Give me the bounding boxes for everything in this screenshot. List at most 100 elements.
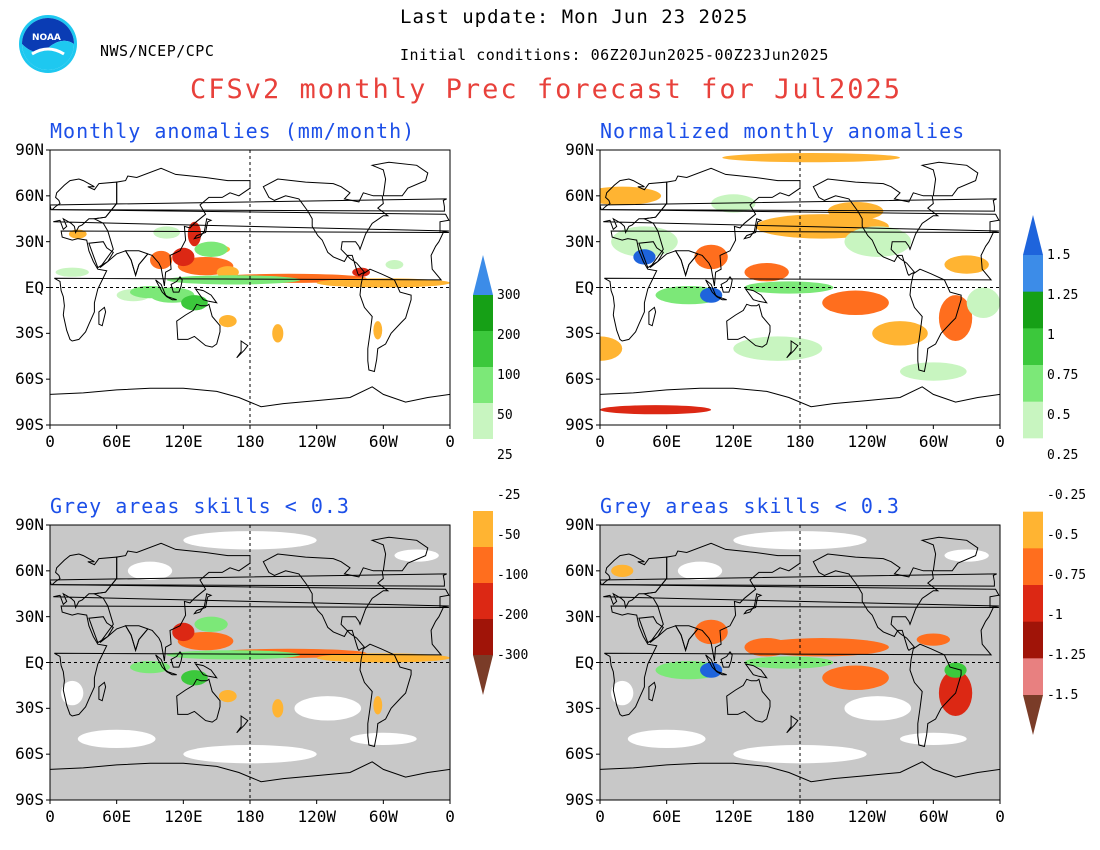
- coastline-new_zealand: [786, 715, 799, 734]
- anomaly-patch: [827, 201, 884, 221]
- lon-tick-label: 60E: [652, 432, 682, 451]
- colorbar-swatch: [1023, 548, 1043, 586]
- lon-tick-label: 180: [235, 807, 265, 826]
- colorbar-swatch: [473, 439, 493, 476]
- coastline-japan: [743, 593, 763, 615]
- anomaly-patch: [733, 336, 823, 361]
- anomaly-patch: [55, 267, 89, 277]
- lat-tick-label: 60N: [15, 185, 44, 205]
- coastline-asia: [92, 542, 251, 662]
- mask-gap: [677, 561, 723, 580]
- anomaly-patch: [938, 295, 973, 341]
- lon-tick-label: 0: [995, 807, 1005, 826]
- coastline-uk: [50, 573, 447, 587]
- coastline-new_zealand: [236, 715, 249, 734]
- coastline-antarctica: [50, 761, 450, 800]
- lon-tick-label: 120E: [714, 807, 753, 826]
- colorbar-top-arrow: [473, 255, 493, 295]
- lon-tick-label: 180: [785, 807, 815, 826]
- anomaly-patch: [216, 266, 239, 279]
- coastline-africa: [604, 605, 999, 717]
- mask-gap: [733, 531, 867, 550]
- mask-gap: [61, 680, 84, 706]
- lon-tick-label: 60E: [652, 807, 682, 826]
- colorbar-bottom-arrow: [1023, 695, 1043, 735]
- lat-tick-label: 90S: [565, 415, 594, 434]
- coastline-madagascar: [98, 306, 107, 327]
- lat-tick-label: 30N: [565, 606, 594, 626]
- coastline-s_america: [909, 643, 962, 748]
- coastline-new_guinea: [194, 288, 218, 304]
- anomaly-patch: [611, 226, 678, 257]
- anomaly-patch: [130, 285, 170, 299]
- coastline-japan: [743, 218, 763, 240]
- anomaly-patch: [722, 153, 900, 163]
- coastline-europe: [50, 553, 450, 609]
- lat-tick-label: 30N: [15, 231, 44, 251]
- page-title: CFSv2 monthly Prec forecast for Jul2025: [190, 74, 902, 105]
- anomaly-patch: [316, 653, 450, 663]
- coastline-europe: [600, 178, 1000, 234]
- anomaly-patch: [272, 699, 284, 718]
- colorbar-label: 50: [497, 408, 513, 423]
- lon-tick-label: 0: [595, 432, 605, 451]
- coastline-arabia: [638, 241, 664, 269]
- anomaly-patch: [755, 214, 889, 239]
- coastline-india_pen: [674, 250, 699, 278]
- coastline-uk: [600, 573, 997, 587]
- anomaly-patch: [655, 660, 723, 680]
- anomaly-patch: [194, 241, 228, 257]
- colorbar-swatch: [473, 583, 493, 620]
- anomaly-patch: [700, 287, 723, 303]
- colorbar-label: -0.75: [1047, 568, 1087, 583]
- lon-tick-label: 60W: [368, 432, 398, 451]
- colorbar-swatch: [1023, 365, 1043, 403]
- lat-tick-label: EQ: [574, 277, 594, 297]
- anomaly-patch: [600, 186, 662, 205]
- last-update-label: Last update: Mon Jun 23 2025: [400, 6, 749, 28]
- lat-tick-label: 60N: [565, 185, 594, 205]
- colorbar-swatch: [473, 547, 493, 584]
- coastline-madagascar: [98, 681, 107, 702]
- coastline-asia: [642, 167, 801, 287]
- lat-tick-label: EQ: [24, 277, 44, 297]
- map-frame: [599, 149, 1001, 426]
- lon-tick-label: 60E: [102, 432, 132, 451]
- anomaly-patch: [822, 290, 889, 315]
- anomaly-patch: [150, 287, 195, 303]
- anomaly-patch: [655, 285, 723, 305]
- lat-tick-label: 90S: [15, 790, 44, 809]
- anomaly-patch: [352, 267, 370, 277]
- coastline-new_guinea: [744, 663, 768, 679]
- lon-tick-label: 0: [445, 432, 455, 451]
- anomaly-patch: [373, 696, 383, 715]
- anomaly-patch: [153, 226, 181, 239]
- colorbar-swatch: [1023, 585, 1043, 623]
- anomaly-patch: [711, 194, 756, 213]
- colorbar-swatch: [1023, 291, 1043, 329]
- colorbar-label: 0.25: [1047, 448, 1079, 463]
- coastline-japan: [193, 593, 213, 615]
- coastline-borneo: [720, 275, 733, 293]
- anomaly-patch: [68, 229, 87, 239]
- lat-tick-label: 60N: [565, 560, 594, 580]
- colorbar-top-arrow: [1023, 215, 1043, 255]
- colorbar-label: 25: [497, 448, 513, 463]
- coastline-n_america: [812, 553, 940, 651]
- lat-tick-label: 30S: [565, 698, 594, 718]
- coastline-europe: [50, 178, 450, 234]
- mask-gap: [900, 732, 967, 746]
- anomaly-patch: [203, 244, 231, 254]
- anomaly-patch: [385, 260, 404, 270]
- lon-tick-label: 120W: [847, 432, 886, 451]
- mask-gap: [627, 729, 706, 749]
- lat-tick-label: 60S: [15, 744, 44, 764]
- lon-tick-label: 120W: [297, 432, 336, 451]
- lon-tick-label: 120E: [164, 807, 203, 826]
- colorbar-label: -1.25: [1047, 648, 1087, 663]
- coastline-indonesia: [155, 654, 177, 676]
- coastline-borneo: [170, 275, 183, 293]
- coastline-india_pen: [124, 250, 149, 278]
- coastline-greenland: [370, 161, 429, 197]
- anomaly-patch: [116, 289, 150, 302]
